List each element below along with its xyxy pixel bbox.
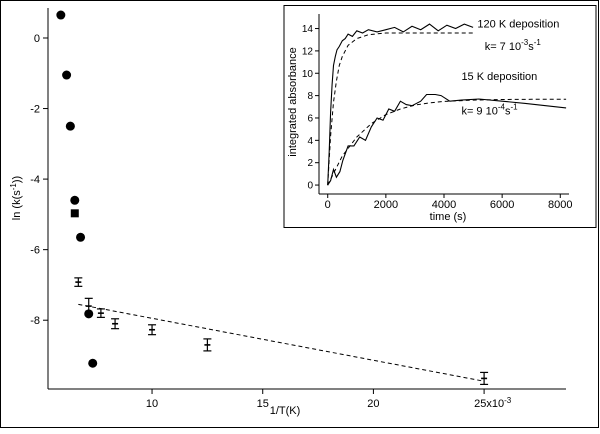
- inset-y-tick-label: 12: [302, 46, 314, 57]
- main-square-point: [70, 209, 79, 218]
- inset-y-tick-label: 6: [307, 113, 313, 124]
- svg-text:ln (k(s-1)): ln (k(s-1)): [9, 176, 23, 220]
- inset-x-tick-label: 0: [325, 199, 331, 211]
- main-circle-point: [70, 195, 80, 205]
- inset-y-tick-label: 8: [307, 91, 313, 102]
- inset-y-tick-label: 2: [307, 158, 313, 169]
- main-y-tick-label: -6: [30, 245, 40, 257]
- inset-series-1-solid: [327, 23, 474, 186]
- main-circle-point: [76, 232, 86, 242]
- main-data-marks: [56, 10, 489, 386]
- main-y-tick-label: -4: [30, 174, 40, 186]
- main-x-axis-title: 1/T(K): [270, 405, 301, 417]
- inset-y-tick-label: 4: [307, 136, 313, 147]
- main-circle-point: [88, 358, 98, 368]
- main-x-tick-label: 10: [146, 398, 158, 410]
- main-circle-point: [62, 70, 72, 80]
- inset-y-tick-label: 14: [302, 24, 314, 35]
- main-circle-point: [56, 10, 66, 20]
- inset-annotation-2: k= 7 10-3s-1: [485, 38, 542, 53]
- main-errorbar-point: [84, 297, 93, 315]
- main-y-tick-label: -2: [30, 104, 40, 116]
- main-errorbar-point: [111, 318, 120, 330]
- inset-annotation-3: 15 K deposition: [461, 71, 537, 83]
- main-x-tick-exponent: -3: [504, 396, 512, 405]
- inset-annotation-4: k= 9 10-4s-1: [461, 103, 518, 118]
- inset-series-4-dashed: [327, 98, 567, 186]
- inset-frame: [283, 5, 597, 228]
- inset-x-tick-label: 2000: [374, 199, 398, 211]
- main-x-tick-label: 25x10-3: [474, 396, 512, 410]
- main-errorbar-point: [203, 338, 212, 352]
- inset-ticks: 0 2000 4000 6000 8000 0 2 4 6 8 10 12 14: [302, 24, 573, 211]
- inset-x-tick-label: 8000: [548, 199, 572, 211]
- main-y-tick-label: -8: [30, 315, 40, 327]
- inset-y-axis-title: integrated absorbance: [287, 47, 299, 156]
- inset-y-tick-label: 0: [307, 181, 313, 192]
- inset-x-axis-title: time (s): [430, 211, 467, 223]
- main-errorbar-point: [148, 324, 157, 336]
- inset-y-tick-label: 10: [302, 69, 314, 80]
- main-y-tick-label: 0: [34, 33, 40, 45]
- inset-x-tick-label: 4000: [432, 199, 456, 211]
- main-y-title-text: ln (k(s: [11, 190, 23, 220]
- main-y-title-sup: -1: [9, 183, 18, 191]
- inset-series-2-dashed: [327, 32, 474, 186]
- main-fit-dashed-line: [78, 303, 485, 382]
- inset-annotation-1: 120 K deposition: [477, 18, 559, 30]
- inset-series: [327, 23, 567, 186]
- main-errorbar-point: [480, 371, 489, 386]
- inset-x-tick-label: 6000: [490, 199, 514, 211]
- main-circle-point: [65, 121, 75, 131]
- main-y-axis-title: ln (k(s-1)): [9, 176, 23, 220]
- main-errorbar-point: [74, 277, 83, 287]
- main-ticks: 10 15 20 25x10-30-2-4-6-8: [30, 33, 512, 410]
- main-x-tick-label: 15: [257, 398, 269, 410]
- inset-series-3-solid: [327, 93, 567, 186]
- main-fit-line: [78, 303, 485, 382]
- main-x-tick-label: 20: [367, 398, 379, 410]
- main-errorbar-point: [96, 308, 105, 318]
- main-y-title-close: )): [11, 176, 23, 183]
- inset-annotations: 120 K deposition k= 7 10-3s-1 15 K deposit…: [461, 18, 559, 117]
